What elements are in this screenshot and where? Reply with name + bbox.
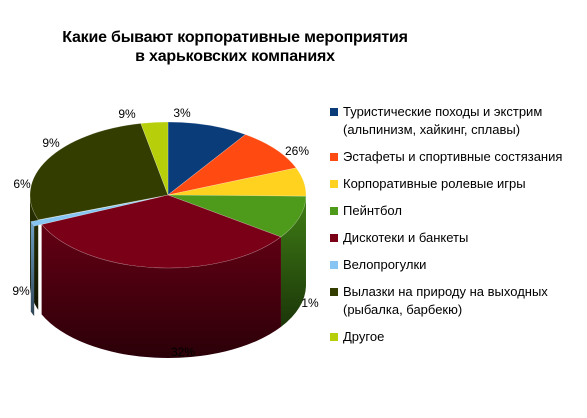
- slice-4: [167, 194, 307, 238]
- legend-label: Пейнтбол: [343, 203, 402, 218]
- data-label-4: 9%: [12, 284, 30, 298]
- chart-title: Какие бывают корпоративные мероприятия: [62, 29, 408, 46]
- slice-side-4: [280, 196, 306, 327]
- legend-label: Вылазки на природу на выходных (рыбалка,…: [343, 284, 548, 317]
- legend-swatch: [330, 234, 338, 242]
- chart-subtitle: в харьковских компаниях: [135, 48, 335, 65]
- data-label-8: 3%: [173, 106, 191, 120]
- legend-swatch: [330, 108, 338, 116]
- data-label-2: 9%: [42, 136, 60, 150]
- legend-item-7: Вылазки на природу на выходных (рыбалка,…: [330, 283, 580, 319]
- legend-item-1: Туристические походы и экстрим (альпиниз…: [330, 103, 580, 139]
- slice-7: [29, 123, 169, 221]
- legend-swatch: [330, 333, 338, 341]
- legend-label: Корпоративные ролевые игры: [343, 176, 526, 191]
- legend-item-6: Велопрогулки: [330, 256, 580, 274]
- legend-label: Эстафеты и спортивные состязания: [343, 149, 563, 164]
- slice-side-6: [30, 221, 35, 317]
- legend-label: Другое: [343, 329, 385, 344]
- slice-5: [41, 194, 282, 269]
- legend-item-3: Корпоративные ролевые игры: [330, 175, 580, 193]
- legend-label: Велопрогулки: [343, 257, 427, 272]
- legend-swatch: [330, 153, 338, 161]
- legend-swatch: [330, 288, 338, 296]
- legend-item-8: Другое: [330, 328, 580, 346]
- slice-6: [30, 196, 161, 227]
- legend-swatch: [330, 261, 338, 269]
- slice-side-5: [41, 224, 281, 358]
- legend-item-2: Эстафеты и спортивные состязания: [330, 148, 580, 166]
- slice-1: [167, 121, 246, 196]
- data-label-1: 9%: [118, 107, 136, 121]
- legend-swatch: [330, 207, 338, 215]
- chart-legend: Туристические походы и экстрим (альпиниз…: [330, 103, 580, 346]
- legend-item-5: Дискотеки и банкеты: [330, 229, 580, 247]
- slice-8: [140, 121, 169, 196]
- legend-swatch: [330, 180, 338, 188]
- data-label-7: 26%: [285, 144, 309, 158]
- data-label-6: 1%: [301, 296, 319, 310]
- legend-item-4: Пейнтбол: [330, 202, 580, 220]
- slice-3: [167, 167, 307, 197]
- legend-label: Туристические походы и экстрим (альпиниз…: [343, 104, 543, 137]
- legend-label: Дискотеки и банкеты: [343, 230, 469, 245]
- data-label-5: 32%: [171, 345, 195, 359]
- data-label-3: 6%: [13, 177, 31, 191]
- slice-2: [167, 134, 297, 196]
